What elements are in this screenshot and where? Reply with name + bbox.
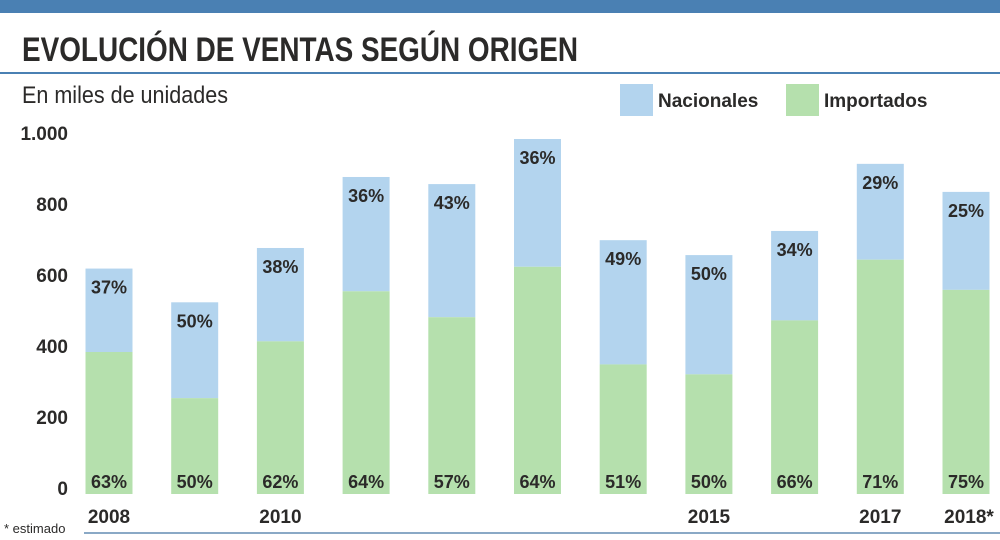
y-tick-label: 200 bbox=[36, 408, 68, 429]
data-label-nacionales: 43% bbox=[434, 193, 470, 213]
data-label-nacionales: 29% bbox=[862, 173, 898, 193]
bar-importados bbox=[514, 266, 561, 494]
data-label-importados: 50% bbox=[177, 472, 213, 492]
data-label-importados: 51% bbox=[605, 472, 641, 492]
title-underline bbox=[0, 72, 1000, 74]
bar-group-2018: 25% 75% bbox=[942, 191, 990, 494]
x-tick-label: 2008 bbox=[88, 507, 130, 528]
bar-nacionales bbox=[514, 139, 561, 267]
legend-item-nacionales: Nacionales bbox=[620, 84, 758, 116]
legend-label: Nacionales bbox=[658, 91, 758, 112]
chart-title: EVOLUCIÓN DE VENTAS SEGÚN ORIGEN bbox=[22, 31, 578, 69]
data-label-nacionales: 37% bbox=[91, 278, 127, 298]
bar-nacionales bbox=[942, 191, 990, 290]
y-tick-label: 400 bbox=[36, 337, 68, 358]
bar-nacionales bbox=[685, 255, 733, 375]
x-tick-label: 2015 bbox=[688, 507, 731, 528]
legend: Nacionales Importados bbox=[620, 84, 927, 116]
bar-importados bbox=[942, 289, 990, 494]
bar-group-2015: 50% 50% bbox=[685, 255, 733, 494]
x-axis: 2008 2010 2015 2017 2018* bbox=[88, 507, 995, 528]
y-axis: 0 200 400 600 800 1.000 bbox=[20, 124, 68, 500]
bar-group-2010: 38% 62% bbox=[256, 247, 304, 494]
x-tick-label: 2017 bbox=[859, 507, 901, 528]
bar-importados bbox=[342, 291, 390, 494]
bar-importados bbox=[171, 398, 219, 494]
data-label-nacionales: 36% bbox=[348, 186, 384, 206]
legend-label: Importados bbox=[824, 91, 927, 112]
data-label-nacionales: 25% bbox=[948, 201, 984, 221]
bar-group-2013: 36% 64% bbox=[514, 139, 561, 494]
data-label-nacionales: 38% bbox=[262, 257, 298, 277]
data-label-importados: 64% bbox=[519, 472, 555, 492]
data-label-importados: 64% bbox=[348, 472, 384, 492]
data-label-importados: 66% bbox=[777, 472, 813, 492]
bar-group-2008: 37% 63% bbox=[85, 268, 133, 494]
bar-group-2011: 36% 64% bbox=[342, 176, 390, 494]
bar-importados bbox=[428, 317, 476, 494]
bar-importados bbox=[685, 374, 733, 494]
bar-importados bbox=[856, 259, 904, 494]
bottom-rule bbox=[84, 532, 1000, 534]
data-label-nacionales: 49% bbox=[605, 249, 641, 269]
x-tick-label: 2018* bbox=[944, 507, 994, 528]
bar-group-2009: 50% 50% bbox=[171, 302, 219, 494]
legend-swatch bbox=[786, 84, 819, 116]
x-tick-label: 2010 bbox=[259, 507, 301, 528]
bar-importados bbox=[85, 352, 133, 494]
footnote: * estimado bbox=[4, 521, 65, 536]
data-label-importados: 75% bbox=[948, 472, 984, 492]
bar-importados bbox=[771, 320, 819, 494]
bar-nacionales bbox=[85, 268, 133, 352]
bar-group-2012: 43% 57% bbox=[428, 184, 476, 494]
bar-nacionales bbox=[771, 230, 819, 321]
bar-importados bbox=[256, 341, 304, 494]
bar-nacionales bbox=[171, 302, 219, 399]
bar-importados bbox=[599, 364, 647, 494]
bar-nacionales bbox=[428, 184, 476, 318]
data-label-importados: 63% bbox=[91, 472, 127, 492]
data-label-importados: 62% bbox=[262, 472, 298, 492]
bar-nacionales bbox=[342, 176, 390, 292]
data-label-importados: 71% bbox=[862, 472, 898, 492]
bar-group-2016: 34% 66% bbox=[771, 230, 819, 494]
bar-nacionales bbox=[256, 247, 304, 342]
data-label-nacionales: 50% bbox=[691, 264, 727, 284]
bar-group-2017: 29% 71% bbox=[856, 163, 904, 494]
data-label-importados: 50% bbox=[691, 472, 727, 492]
data-label-nacionales: 34% bbox=[777, 240, 813, 260]
bar-group-2014: 49% 51% bbox=[599, 240, 647, 494]
legend-swatch bbox=[620, 84, 653, 116]
bar-nacionales bbox=[599, 240, 647, 365]
chart-subtitle: En miles de unidades bbox=[22, 82, 228, 109]
data-label-nacionales: 36% bbox=[519, 148, 555, 168]
bars: 37% 63% 50% 50% 38% 62% 36% 64% 43% 57% 36% 64% 49% 5… bbox=[85, 139, 990, 494]
y-tick-label: 1.000 bbox=[20, 124, 68, 145]
bar-nacionales bbox=[856, 163, 904, 260]
legend-item-importados: Importados bbox=[786, 84, 927, 116]
y-tick-label: 600 bbox=[36, 266, 68, 287]
y-tick-label: 800 bbox=[36, 195, 68, 216]
y-tick-label: 0 bbox=[57, 479, 68, 500]
data-label-nacionales: 50% bbox=[177, 311, 213, 331]
top-band bbox=[0, 0, 1000, 13]
data-label-importados: 57% bbox=[434, 472, 470, 492]
